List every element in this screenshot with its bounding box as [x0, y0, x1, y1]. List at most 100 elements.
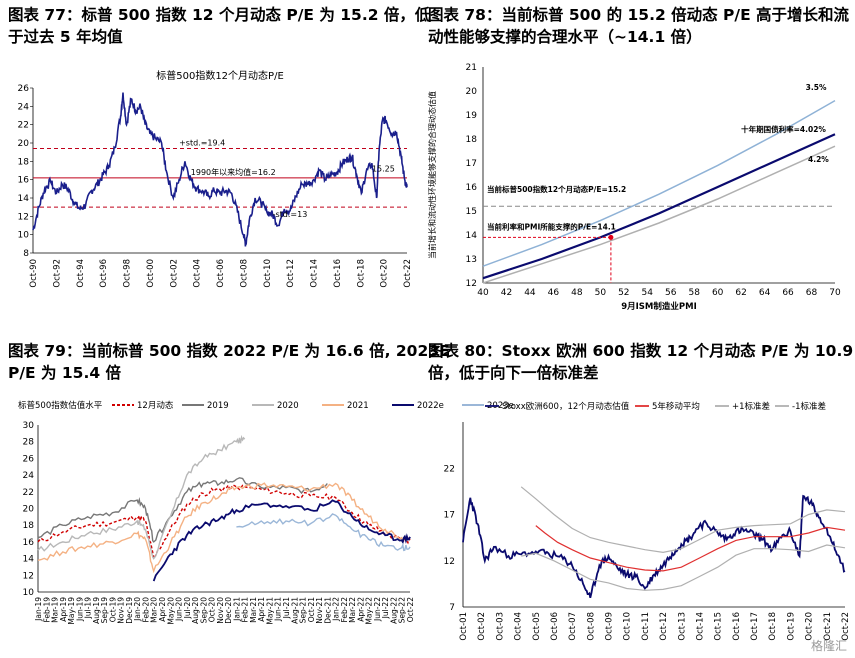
- x-tick-label: 64: [759, 288, 771, 298]
- x-tick-label: May-21: [265, 597, 274, 625]
- series-line: [37, 482, 411, 574]
- y-tick-label: 18: [23, 521, 35, 531]
- legend-label: -1标准差: [792, 401, 826, 412]
- std-minus-label: -std.=13: [273, 210, 308, 219]
- x-tick-label: 66: [782, 288, 794, 298]
- y-tick-label: 21: [466, 63, 477, 73]
- x-tick-label: Oct-20: [805, 612, 815, 641]
- x-tick-label: May-19: [67, 597, 76, 625]
- x-tick-label: 60: [712, 288, 724, 298]
- y-tick-label: 12: [466, 279, 477, 289]
- x-tick-label: Aug-20: [191, 597, 200, 624]
- chart-80-title: 图表 80：Stoxx 欧洲 600 指数 12 个月动态 P/E 为 10.9…: [428, 340, 853, 384]
- title-line-1: 图表 78：当前标普 500 的 15.2 倍动态 P/E 高于增长和流: [428, 6, 850, 24]
- x-tick-label: 54: [642, 288, 654, 298]
- x-tick-label: May-22: [365, 597, 374, 625]
- x-tick-label: Jan-20: [133, 597, 142, 622]
- y-tick-label: 20: [23, 505, 35, 515]
- x-tick-label: Oct-18: [768, 612, 778, 641]
- x-tick-label: Feb-21: [241, 597, 250, 623]
- y-axis-title: 标普500指数估值水平: [18, 400, 103, 411]
- x-tick-label: Oct-04: [514, 612, 524, 641]
- x-tick-label: 58: [688, 288, 700, 298]
- y-tick-label: 24: [23, 471, 35, 481]
- y-tick-label: 10: [18, 231, 30, 241]
- x-tick-label: Oct-90: [29, 259, 39, 288]
- legend-label: 5年移动平均: [652, 401, 700, 412]
- y-tick-label: 18: [466, 135, 478, 145]
- x-tick-label: Sep-22: [398, 597, 407, 624]
- y-axis-title: 当前增长和流动性环境能够支撑的合理动态估值: [427, 91, 437, 259]
- series-line: [521, 544, 846, 591]
- x-tick-label: Mar-20: [150, 597, 159, 623]
- legend-label: 2022e: [417, 401, 444, 411]
- x-tick-label: Oct-10: [263, 259, 273, 288]
- x-tick-label: Oct-21: [307, 597, 316, 622]
- x-tick-label: Oct-01: [459, 612, 469, 641]
- x-tick-label: Mar-22: [348, 597, 357, 623]
- title-line-1: 图表 80：Stoxx 欧洲 600 指数 12 个月动态 P/E 为 10.9: [428, 342, 854, 360]
- y-tick-label: 22: [18, 121, 29, 131]
- series-line: [520, 486, 846, 554]
- x-tick-label: Apr-22: [356, 597, 365, 622]
- x-tick-label: Jan-21: [232, 597, 241, 622]
- x-tick-label: Mar-19: [51, 597, 60, 623]
- x-tick-label: Oct-12: [286, 259, 296, 288]
- x-tick-label: Jan-22: [332, 597, 341, 622]
- series-line: [37, 483, 411, 561]
- x-tick-label: Oct-18: [356, 259, 366, 288]
- x-tick-label: Oct-06: [550, 612, 560, 641]
- y-tick-label: 14: [23, 555, 35, 565]
- y-tick-label: 20: [466, 87, 478, 97]
- x-tick-label: 46: [548, 288, 560, 298]
- x-tick-label: Dec-19: [125, 597, 134, 624]
- x-tick-label: Oct-12: [659, 612, 669, 641]
- series-line: [236, 513, 411, 552]
- legend-label: 2023e: [487, 401, 514, 411]
- x-tick-label: Nov-21: [315, 597, 324, 624]
- x-tick-label: Jul-20: [183, 597, 192, 620]
- mean-label: 1990年以来均值=16.2: [191, 167, 276, 177]
- chart-79-title: 图表 79：当前标普 500 指数 2022 P/E 为 16.6 倍, 202…: [8, 340, 450, 384]
- x-tick-label: Oct-02: [169, 259, 179, 288]
- label-3-5pct: 3.5%: [806, 83, 827, 92]
- x-tick-label: Oct-16: [333, 259, 343, 288]
- x-tick-label: 44: [524, 288, 536, 298]
- x-tick-label: Oct-08: [586, 612, 596, 641]
- x-tick-label: Oct-21: [823, 612, 833, 641]
- x-tick-label: Oct-04: [193, 259, 203, 288]
- title-line-2: 倍，低于向下一倍标准差: [428, 364, 599, 382]
- x-tick-label: Sep-20: [199, 597, 208, 624]
- x-tick-label: Oct-16: [732, 612, 742, 641]
- chart-77-pe-history: 标普500指数12个月动态P/E 8 10 12 14 16 18 20 22 24 26 Oct-9…: [18, 69, 413, 288]
- title-line-2: P/E 为 15.4 倍: [8, 364, 122, 382]
- y-tick-label: 18: [18, 157, 30, 167]
- x-tick-label: Oct-94: [76, 259, 86, 288]
- x-tick-label: Oct-09: [605, 612, 615, 641]
- x-tick-label: Oct-00: [146, 259, 156, 288]
- y-tick-label: 22: [23, 488, 34, 498]
- chart-79-annual-pe: 标普500指数估值水平 12月动态 2019 2020 2021 2022e 2023e 10…: [18, 400, 514, 625]
- series-line: [462, 494, 846, 599]
- y-tick-label: 13: [466, 255, 477, 265]
- x-tick-label: Dec-20: [224, 597, 233, 624]
- x-tick-label: Aug-21: [290, 597, 299, 624]
- x-tick-label: 62: [735, 288, 746, 298]
- x-tick-label: Feb-19: [42, 597, 51, 623]
- y-tick-label: 17: [444, 511, 455, 521]
- y-tick-label: 14: [466, 231, 478, 241]
- title-line-1: 图表 77：标普 500 指数 12 个月动态 P/E 为 15.2 倍，低: [8, 6, 431, 24]
- x-tick-label: Oct-14: [310, 259, 320, 288]
- y-tick-label: 16: [466, 183, 478, 193]
- y-tick-label: 12: [18, 212, 29, 222]
- marker-point: [608, 234, 614, 240]
- x-tick-label: Jun-19: [75, 597, 84, 622]
- x-tick-label: Nov-19: [117, 597, 126, 624]
- x-tick-label: Oct-22: [406, 597, 415, 622]
- chart-title: 标普500指数12个月动态P/E: [156, 69, 284, 82]
- chart-77-title: 图表 77：标普 500 指数 12 个月动态 P/E 为 15.2 倍，低 于…: [8, 4, 430, 48]
- y-tick-label: 7: [449, 603, 455, 613]
- y-tick-label: 20: [18, 139, 30, 149]
- legend-label: 2021: [347, 401, 369, 411]
- x-tick-label: Jun-20: [175, 597, 184, 622]
